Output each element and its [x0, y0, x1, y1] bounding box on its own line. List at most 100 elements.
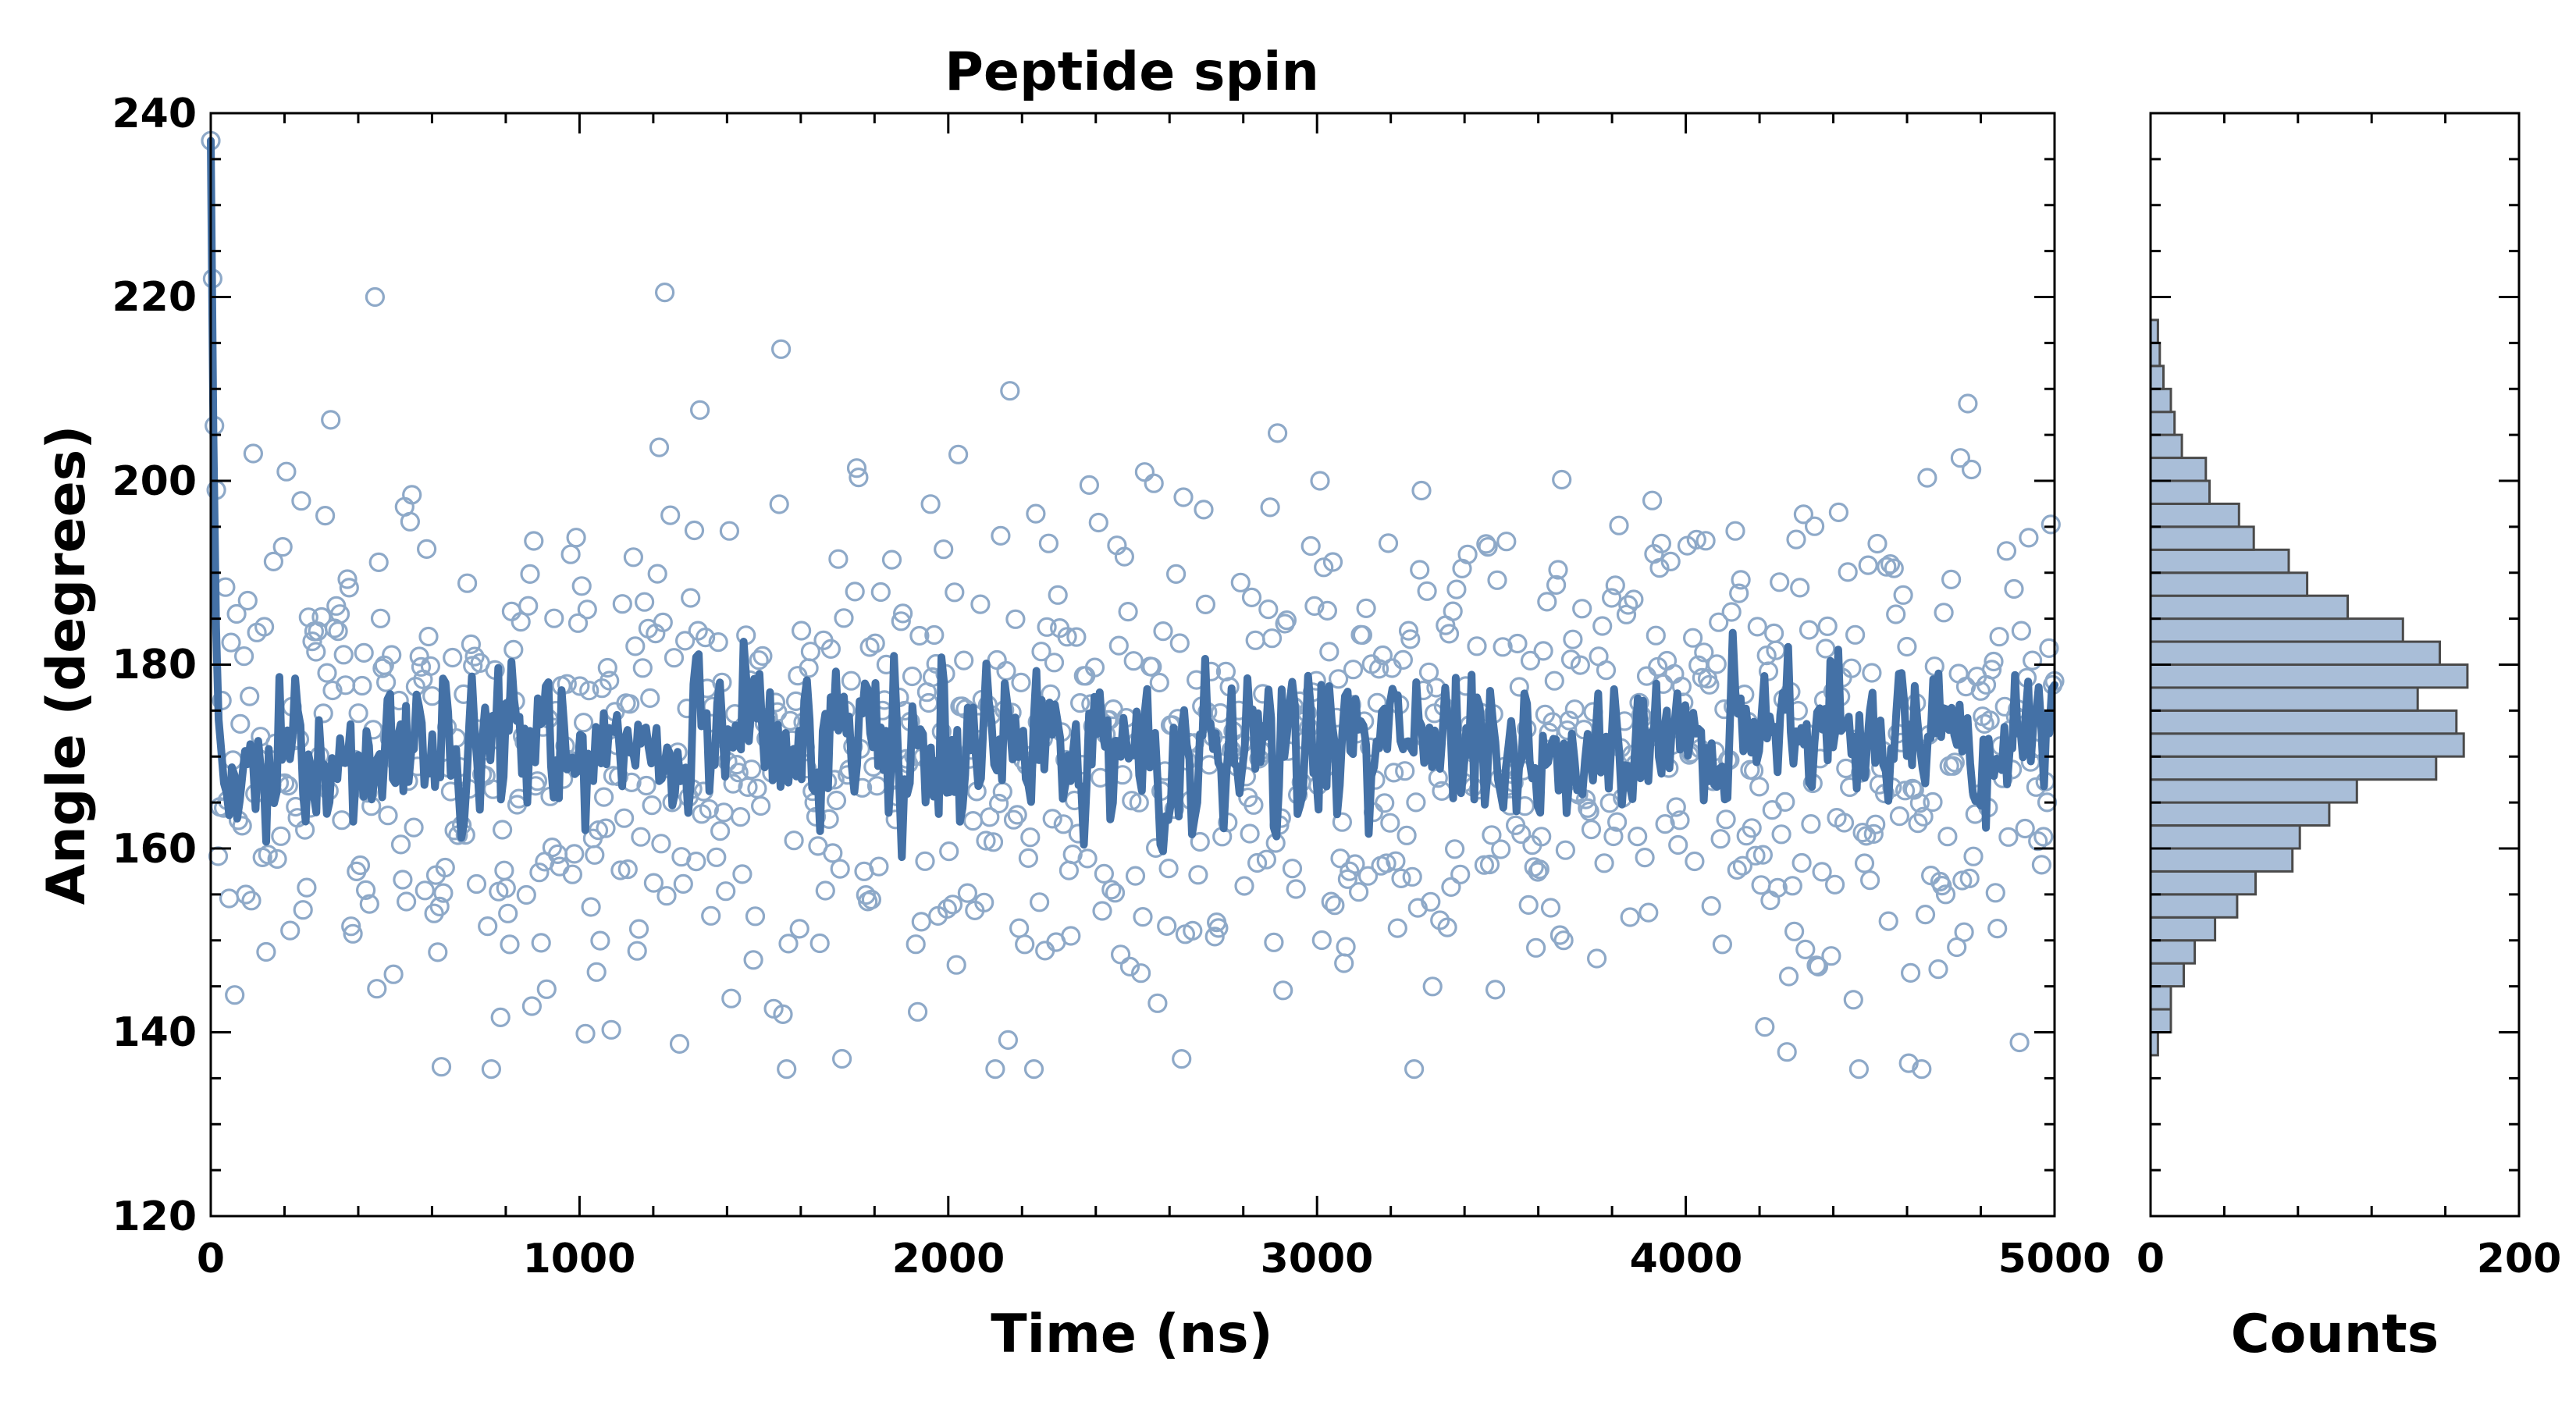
hist-x-tick-label: 200: [2477, 1236, 2562, 1282]
scatter-point: [1642, 490, 1663, 510]
scatter-point: [1400, 629, 1421, 649]
histogram-bar: [2149, 548, 2290, 574]
scatter-point: [1282, 859, 1303, 879]
scatter-point: [1686, 529, 1706, 550]
scatter-point: [1878, 911, 1898, 931]
scatter-point: [226, 603, 247, 624]
scatter-point: [732, 864, 753, 884]
scatter-point: [1624, 589, 1644, 610]
x-tick-label: 1000: [523, 1236, 636, 1282]
scatter-point: [1908, 813, 1928, 834]
scatter-point: [1485, 980, 1506, 1000]
scatter-point: [706, 847, 727, 867]
scatter-point: [1084, 657, 1105, 678]
scatter-point: [1053, 814, 1073, 834]
scatter-point: [924, 624, 945, 646]
scatter-point: [942, 895, 963, 915]
scatter-point: [870, 582, 891, 603]
scatter-point: [1581, 819, 1602, 840]
scatter-point: [820, 638, 841, 660]
scatter-point: [1450, 864, 1471, 884]
scatter-point: [1666, 797, 1686, 817]
scatter-point: [1194, 500, 1214, 520]
scatter-point: [1950, 448, 1970, 468]
scatter-point: [1114, 546, 1135, 567]
scatter-point: [902, 666, 923, 687]
scatter-point: [1529, 859, 1550, 880]
scatter-point: [849, 467, 869, 488]
scatter-point: [1391, 868, 1411, 889]
scatter-point: [1421, 891, 1441, 912]
scatter-point: [1745, 845, 1766, 866]
scatter-point: [1386, 851, 1406, 871]
scatter-point: [1838, 562, 1858, 582]
scatter-point: [263, 551, 283, 572]
scatter-point: [1446, 579, 1467, 599]
scatter-point: [1035, 941, 1055, 961]
scatter-point: [1125, 866, 1146, 886]
scatter-point: [1158, 858, 1179, 879]
scatter-point: [1886, 604, 1906, 624]
scatter-point: [1157, 916, 1177, 937]
scatter-point: [1747, 617, 1767, 637]
scatter-point: [315, 505, 336, 526]
scatter-point: [219, 888, 240, 909]
scatter-point: [988, 793, 1009, 814]
scatter-point: [321, 410, 341, 430]
scatter-point: [954, 650, 974, 670]
scatter-point: [2019, 528, 2039, 548]
scatter-point: [1552, 469, 1572, 490]
scatter-point: [1895, 781, 1916, 801]
x-axis-tick-labels: 0 1000 2000 3000 4000 5000: [197, 1236, 2111, 1282]
scatter-point: [1479, 854, 1500, 875]
scatter-point: [1149, 672, 1169, 693]
scatter-point: [1752, 845, 1773, 865]
scatter-point: [359, 894, 379, 914]
scatter-point: [1701, 895, 1721, 916]
scatter-point: [2028, 831, 2048, 852]
scatter-point: [881, 550, 902, 570]
scatter-point: [511, 611, 531, 632]
scatter-point: [612, 594, 632, 614]
scatter-point: [1862, 663, 1882, 683]
scatter-point: [1204, 927, 1225, 947]
scatter-point: [1393, 649, 1414, 670]
scatter-point: [1375, 793, 1395, 813]
scatter-point: [531, 933, 551, 953]
scatter-point: [566, 528, 586, 548]
scatter-point: [723, 774, 743, 794]
scatter-point: [1550, 925, 1571, 945]
histogram-bar: [2149, 939, 2197, 965]
scatter-point: [1077, 848, 1098, 869]
scatter-point: [906, 934, 926, 955]
scatter-point: [579, 681, 600, 701]
scatter-point: [1020, 827, 1041, 848]
scatter-point: [656, 886, 677, 906]
scatter-point: [1854, 853, 1875, 873]
scatter-point: [313, 703, 333, 724]
scatter-point: [689, 400, 710, 420]
scatter-point: [728, 763, 749, 783]
scatter-point: [420, 656, 441, 676]
x-tick-label: 4000: [1630, 1236, 1743, 1282]
scatter-point: [1980, 710, 2000, 731]
scatter-point: [1208, 918, 1229, 938]
scatter-point: [1169, 633, 1190, 653]
scatter-point: [1760, 890, 1781, 911]
scatter-point: [1928, 959, 1948, 980]
scatter-point: [1190, 831, 1210, 852]
scatter-point: [1816, 638, 1836, 659]
scatter-point: [1319, 642, 1340, 662]
histogram-bar: [2149, 479, 2211, 505]
scatter-point: [341, 916, 361, 937]
scatter-point: [1383, 763, 1404, 783]
scatter-point: [2011, 621, 2031, 641]
y-tick-label: 120: [112, 1193, 197, 1240]
scatter-point: [976, 831, 996, 851]
scatter-point: [596, 818, 616, 838]
scatter-point: [1559, 710, 1579, 731]
scatter-point: [640, 688, 660, 709]
scatter-point: [664, 648, 685, 668]
scatter-point: [311, 606, 332, 628]
